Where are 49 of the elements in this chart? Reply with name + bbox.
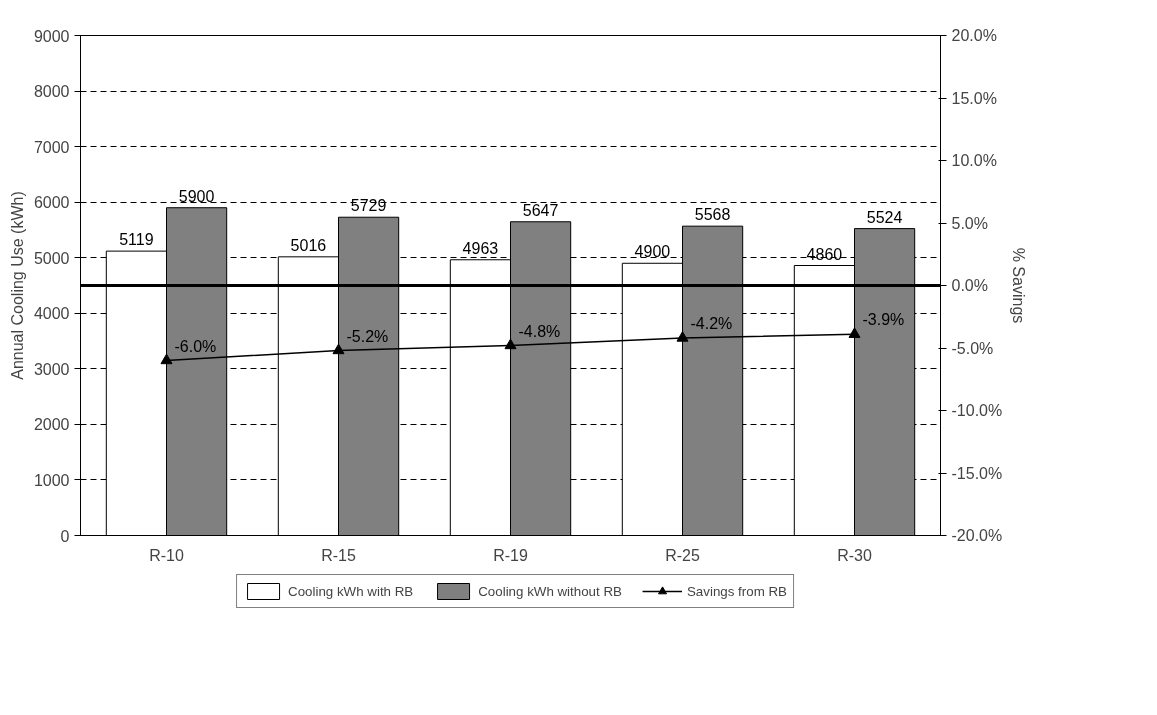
y-tick-label: 4000 [33,305,70,323]
y-tick-label: 5000 [33,249,70,267]
data-label: 5016 [290,236,327,254]
y2-tick-label: 0.0% [951,277,988,294]
y-tick-label: 8000 [33,83,70,101]
y2-tick-label: 10.0% [951,152,997,169]
data-label: 5647 [522,201,559,219]
y-tick-label: 7000 [33,138,70,156]
point [504,338,517,350]
legend-label: Cooling kWh with RB [288,583,414,599]
data-label: 4860 [806,245,843,263]
y2-tick-label: 15.0% [951,89,997,107]
point [160,353,173,365]
point [332,343,345,355]
data-label: -6.0% [174,337,217,355]
legend-label: Savings from RB [686,583,787,599]
y2-tick-label: -10.0% [951,402,1003,419]
data-label: 5568 [694,206,731,224]
y-tick-label: 1000 [33,471,70,489]
data-label: 5729 [350,197,387,215]
y-axis-title: Annual Cooling Use (kWh) [8,191,26,380]
x-tick-label: R-25 [665,546,700,564]
y2-tick-label: 20.0% [951,27,997,44]
y-tick-label: 2000 [33,416,70,434]
x-tick-label: R-30 [837,546,872,564]
y-tick-label: 9000 [33,27,70,45]
data-label: 4900 [634,243,671,261]
data-label: -4.2% [690,315,733,332]
y2-tick-label: -15.0% [951,464,1003,482]
data-label: 5900 [178,187,215,205]
y-tick-label: 0 [60,527,70,545]
x-tick-label: R-15 [321,546,356,564]
data-label: 5524 [866,208,903,226]
data-label: 4963 [462,239,499,257]
data-label: -4.8% [518,322,561,340]
data-label: -5.2% [346,327,389,345]
data-label: -3.9% [862,311,905,329]
y-tick-label: 6000 [33,194,70,212]
y2-tick-label: -5.0% [951,339,994,357]
y2-tick-label: -20.0% [951,527,1003,544]
y2-axis-title: % Savings [1010,247,1028,324]
data-label: 5119 [119,231,154,249]
y-tick-label: 3000 [33,360,70,378]
x-tick-label: R-10 [149,546,184,564]
legend-label: Cooling kWh without RB [478,583,622,599]
x-tick-label: R-19 [493,546,528,564]
y2-tick-label: 5.0% [951,214,988,232]
point [676,331,689,342]
point [848,327,861,338]
